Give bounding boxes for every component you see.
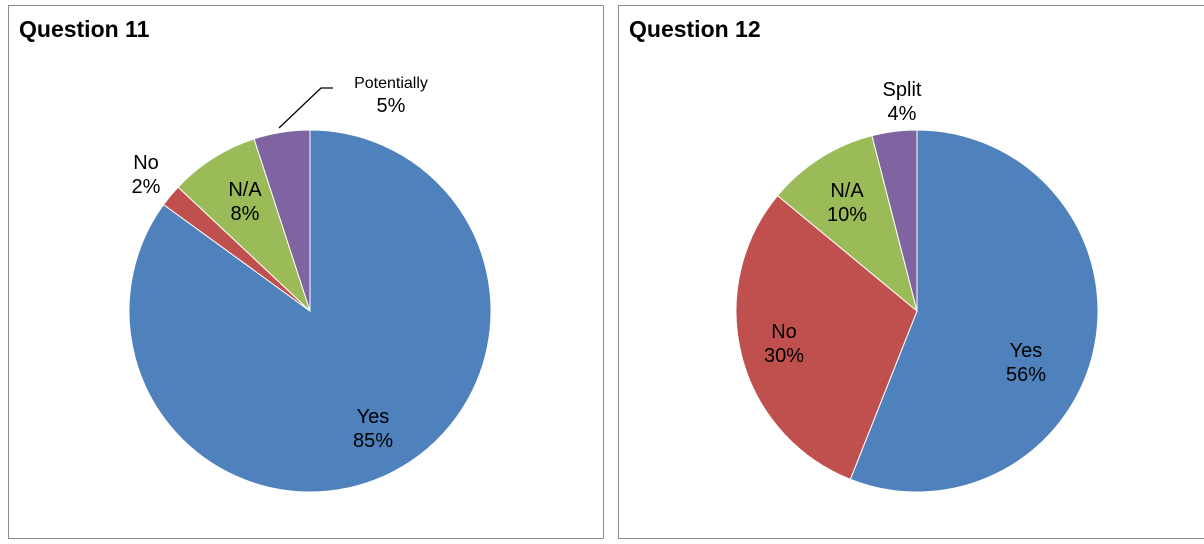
- chart-panel-question-12: Question 12 Yes 56% No 30% N/A 10% Split 4%: [618, 5, 1204, 539]
- slice-label-no: No: [133, 152, 159, 174]
- slice-label-yes: Yes: [1010, 340, 1043, 362]
- slice-percent-n-a: 10%: [827, 204, 867, 226]
- slice-percent-n-a: 8%: [231, 203, 260, 225]
- slice-percent-no: 30%: [764, 345, 804, 367]
- chart-title: Question 12: [629, 16, 761, 42]
- slice-label-n-a: N/A: [228, 179, 262, 201]
- slice-percent-no: 2%: [132, 176, 161, 198]
- pie-slice-potentially: [253, 129, 311, 312]
- slice-percent-yes: 56%: [1006, 364, 1046, 386]
- slice-label-no: No: [771, 321, 797, 343]
- slice-percent-potentially: 5%: [377, 95, 406, 117]
- slice-percent-yes: 85%: [353, 430, 393, 452]
- slice-label-split: Split: [883, 79, 922, 101]
- pie-slice-split: [871, 129, 918, 312]
- slice-label-yes: Yes: [357, 406, 390, 428]
- chart-panel-question-11: Question 11 Yes 85% No 2% N/A 8% Potentially 5%: [8, 5, 604, 539]
- chart-title: Question 11: [19, 16, 150, 42]
- pie-slice-n-a: [776, 135, 918, 313]
- pie-slice-yes: [849, 129, 1099, 493]
- slice-percent-split: 4%: [888, 103, 917, 125]
- pie-slice-no: [735, 194, 918, 480]
- leader-line: [278, 87, 333, 129]
- slice-label-n-a: N/A: [830, 180, 864, 202]
- pie-slice-n-a: [177, 138, 311, 312]
- slice-label-potentially: Potentially: [354, 75, 428, 92]
